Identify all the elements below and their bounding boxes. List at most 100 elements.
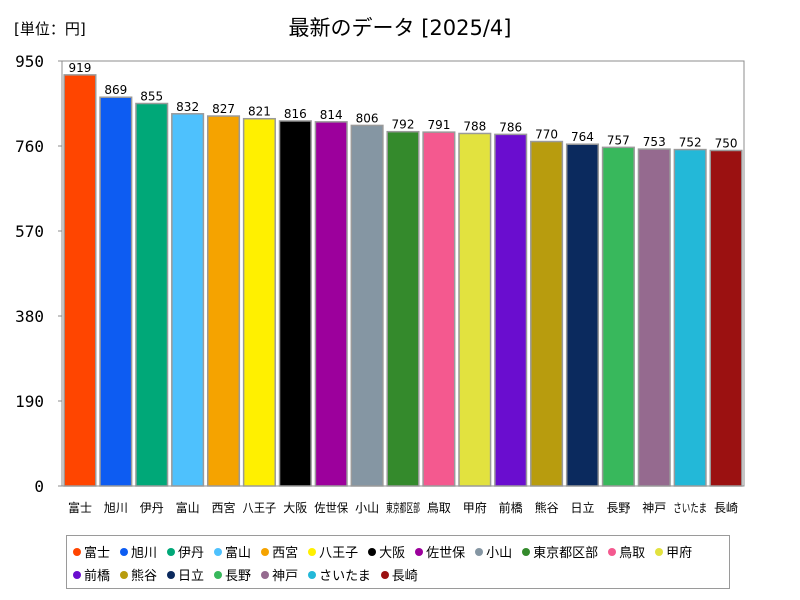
legend-label: 小山 [486, 546, 513, 561]
bar-大阪 [278, 120, 312, 487]
x-tick-label-長崎: 長崎 [714, 501, 738, 515]
legend-label: 佐世保 [426, 546, 466, 561]
legend-label: 長崎 [391, 569, 418, 584]
bar-小山 [350, 124, 384, 487]
legend-label: 鳥取 [619, 546, 646, 561]
bar-長崎 [709, 149, 743, 487]
legend-marker [167, 547, 176, 556]
legend-marker [261, 570, 270, 579]
legend-marker [73, 570, 81, 579]
y-tick-label-0: 0 [34, 477, 44, 496]
legend-label: 日立 [178, 569, 205, 584]
legend-label: 大阪 [379, 546, 406, 561]
x-tick-label-さいたま: さいたま [673, 501, 707, 515]
data-label-神戸: 753 [643, 135, 666, 149]
legend-label: 旭川 [131, 546, 158, 561]
bar-神戸 [637, 148, 671, 487]
bar-旭川 [99, 96, 133, 487]
x-tick-label-日立: 日立 [570, 500, 594, 515]
bar-さいたま [673, 148, 707, 487]
bar-八王子 [242, 117, 276, 487]
bar-甲府 [458, 132, 492, 487]
x-tick-label-甲府: 甲府 [463, 500, 487, 515]
legend-item-熊谷: 熊谷 [120, 565, 157, 584]
data-label-熊谷: 770 [535, 128, 558, 142]
x-tick-label-大阪: 大阪 [283, 501, 307, 515]
legend-item-長崎: 長崎 [380, 565, 418, 584]
x-tick-label-八王子: 八王子 [242, 501, 276, 515]
legend-label: 長野 [225, 569, 252, 584]
data-label-日立: 764 [571, 130, 594, 144]
legend-label: 熊谷 [131, 569, 158, 584]
data-label-長崎: 750 [715, 136, 738, 150]
y-tick-label-760: 760 [15, 137, 44, 156]
legend-item-神戸: 神戸 [261, 565, 298, 584]
legend-label: 富士 [84, 546, 111, 561]
legend-label: 西宮 [272, 546, 299, 561]
legend-marker [73, 547, 81, 556]
bar-富山 [171, 113, 205, 487]
data-label-富山: 832 [176, 100, 199, 114]
legend-item-西宮: 西宮 [261, 542, 298, 561]
bar-西宮 [206, 115, 241, 487]
legend-item-東京都区部: 東京都区部 [522, 542, 598, 561]
x-tick-label-神戸: 神戸 [642, 501, 666, 515]
data-label-八王子: 821 [248, 105, 271, 119]
bar-chart: 0 190 380 570 760 950 919 富士 869 旭川 855 伊丹 832 富山 827 西… [15, 52, 745, 515]
data-label-旭川: 869 [104, 83, 127, 97]
x-tick-label-富士: 富士 [68, 500, 92, 515]
x-tick-label-富山: 富山 [176, 500, 200, 515]
data-label-鳥取: 791 [427, 118, 450, 132]
data-label-西宮: 827 [212, 102, 235, 116]
x-tick-label-旭川: 旭川 [104, 501, 128, 515]
legend-marker [120, 547, 129, 556]
unit-label: [単位：円] [14, 20, 86, 38]
legend-label: 八王子 [319, 546, 359, 561]
bar-長野 [601, 146, 635, 487]
legend-item-旭川: 旭川 [120, 542, 157, 561]
data-label-伊丹: 855 [140, 90, 163, 104]
x-tick-label-東京都区部: 東京都区部 [386, 500, 420, 515]
legend-item-富山: 富山 [214, 542, 251, 561]
legend-marker [214, 547, 223, 556]
legend-marker [475, 547, 484, 556]
bar-前橋 [494, 133, 528, 487]
legend-marker [308, 547, 317, 556]
x-tick-label-西宮: 西宮 [212, 500, 236, 515]
bar-東京都区部 [386, 130, 420, 487]
data-label-佐世保: 814 [320, 108, 343, 122]
y-tick-label-950: 950 [15, 52, 44, 71]
legend-item-鳥取: 鳥取 [608, 542, 645, 561]
legend-item-八王子: 八王子 [308, 542, 358, 561]
legend-marker [380, 570, 389, 579]
legend-marker [608, 547, 617, 556]
legend-label: 東京都区部 [533, 546, 599, 561]
bar-日立 [565, 143, 600, 487]
legend-marker [415, 547, 424, 556]
x-tick-label-熊谷: 熊谷 [535, 500, 559, 515]
legend-item-さいたま: さいたま [308, 565, 371, 584]
y-tick-label-570: 570 [15, 222, 44, 241]
legend-marker [214, 570, 223, 579]
legend-label: さいたま [319, 569, 371, 584]
y-tick-label-190: 190 [15, 392, 44, 411]
legend-marker [368, 547, 377, 556]
legend-item-長野: 長野 [214, 565, 251, 584]
data-label-さいたま: 752 [679, 136, 702, 150]
legend-marker [522, 547, 531, 556]
bar-鳥取 [422, 131, 456, 487]
x-tick-label-前橋: 前橋 [499, 500, 523, 515]
chart-legend: 富士 旭川 伊丹 富山 西宮 八王子 大阪 佐世保 小山 東京都区部 鳥取 甲府 前橋 熊谷 日立 長野 神戸… [66, 535, 730, 589]
legend-marker [167, 570, 176, 579]
legend-item-前橋: 前橋 [73, 565, 110, 584]
bar-伊丹 [135, 102, 169, 487]
bar-熊谷 [530, 140, 564, 487]
legend-item-甲府: 甲府 [655, 542, 692, 561]
x-tick-label-伊丹: 伊丹 [140, 501, 164, 515]
legend-label: 神戸 [272, 569, 299, 584]
legend-marker [261, 547, 270, 556]
legend-label: 富山 [225, 546, 252, 561]
bar-富士 [63, 74, 97, 487]
x-tick-label-鳥取: 鳥取 [427, 500, 451, 515]
x-tick-label-長野: 長野 [606, 501, 630, 515]
